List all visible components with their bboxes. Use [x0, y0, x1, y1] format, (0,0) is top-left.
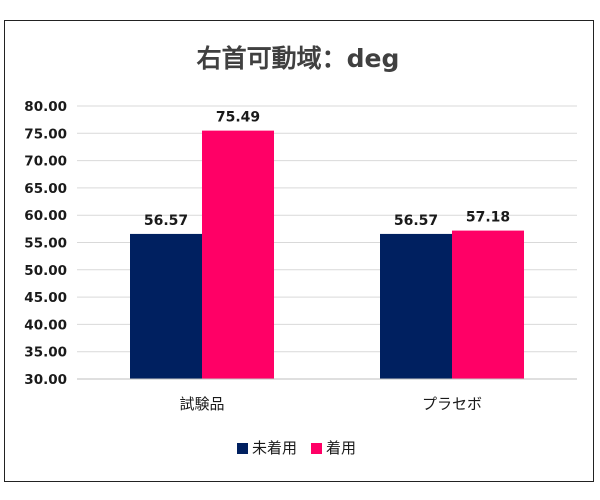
x-axis-category-labels: 試験品 プラセボ: [179, 395, 482, 413]
data-label: 75.49: [216, 110, 260, 126]
y-tick-label: 40.00: [24, 317, 67, 333]
legend-swatch: [237, 443, 248, 454]
y-tick-label: 75.00: [24, 126, 67, 142]
legend-item-unworn[interactable]: 未着用: [237, 439, 297, 457]
y-tick-label: 60.00: [24, 208, 67, 224]
data-label: 56.57: [394, 213, 438, 229]
bar-worn: [202, 130, 274, 379]
data-label: 56.57: [144, 213, 188, 229]
bar-chart: 右首可動域：deg 30.00 35.00 40.00 45.00 50.00 55.00…: [24, 44, 577, 457]
chart-frame: 右首可動域：deg 30.00 35.00 40.00 45.00 50.00 55.00…: [4, 20, 594, 482]
y-tick-label: 45.00: [24, 290, 67, 306]
legend-item-worn[interactable]: 着用: [311, 439, 356, 457]
bars: [130, 130, 524, 379]
y-tick-label: 65.00: [24, 181, 67, 197]
y-tick-label: 70.00: [24, 154, 67, 170]
y-tick-label: 50.00: [24, 263, 67, 279]
y-tick-label: 55.00: [24, 236, 67, 252]
x-category-label: 試験品: [179, 395, 224, 413]
legend-swatch: [311, 443, 322, 454]
data-label: 57.18: [466, 210, 510, 226]
bar-unworn: [130, 233, 202, 379]
legend[interactable]: 未着用 着用: [237, 439, 356, 457]
bar-worn: [452, 230, 524, 379]
y-tick-label: 80.00: [24, 99, 67, 115]
y-tick-label: 35.00: [24, 345, 67, 361]
y-axis-tick-labels: 30.00 35.00 40.00 45.00 50.00 55.00 60.00 65.00…: [24, 99, 67, 388]
legend-label: 未着用: [252, 439, 297, 457]
data-labels: 56.57 75.49 56.57 57.18: [144, 110, 510, 229]
x-category-label: プラセボ: [422, 395, 482, 413]
legend-label: 着用: [326, 439, 356, 457]
bar-unworn: [380, 233, 452, 379]
y-tick-label: 30.00: [24, 372, 67, 388]
chart-title: 右首可動域：deg: [197, 44, 400, 73]
